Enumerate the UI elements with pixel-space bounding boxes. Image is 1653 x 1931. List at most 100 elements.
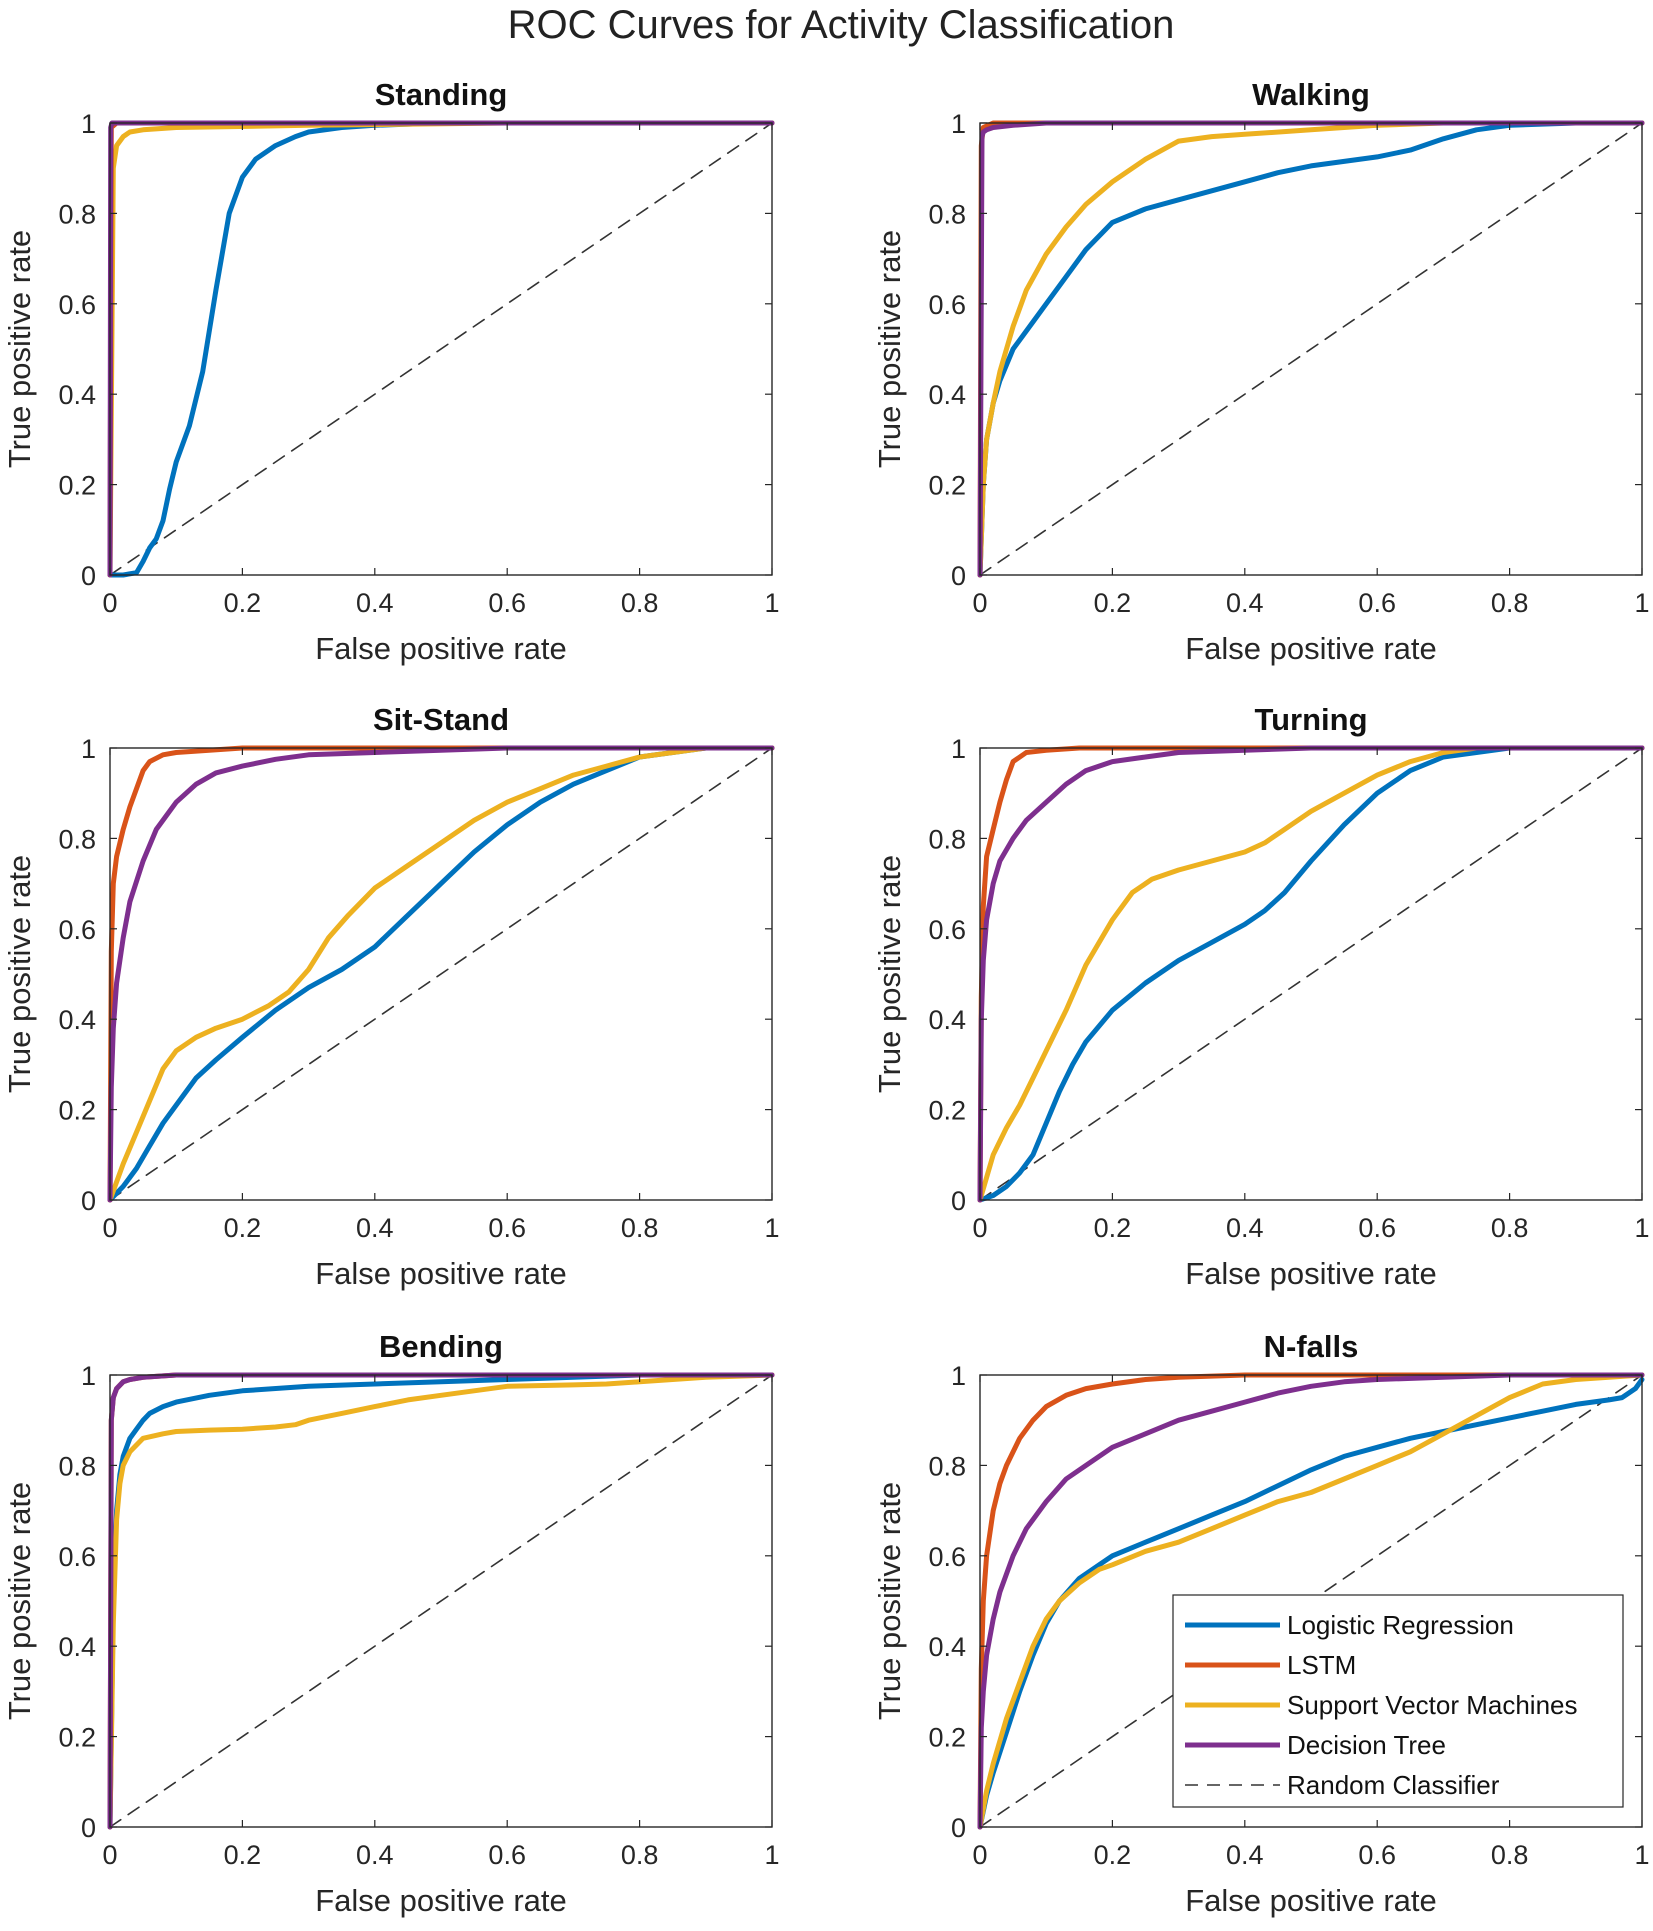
xtick-label-n-falls-3: 0.6 — [1358, 1840, 1396, 1870]
ytick-label-turning-2: 0.4 — [928, 1005, 966, 1035]
ytick-label-walking-2: 0.4 — [928, 380, 966, 410]
panels: Standing 0 0.2 0.4 0.6 0.8 1 0 0.2 0.4 0.6 0.8 1 Fals… — [2, 77, 1650, 1918]
xtick-label-bending-0: 0 — [102, 1840, 117, 1870]
ytick-label-sit-stand-3: 0.6 — [58, 915, 96, 945]
xlabel-sit-stand: False positive rate — [315, 1256, 567, 1291]
panel-title-turning: Turning — [1254, 702, 1367, 737]
ytick-label-walking-1: 0.2 — [928, 471, 966, 501]
xtick-label-walking-1: 0.2 — [1094, 588, 1132, 618]
ytick-label-walking-3: 0.6 — [928, 290, 966, 320]
panel-title-sit-stand: Sit-Stand — [373, 702, 509, 737]
series-lstm-sit-stand — [107, 745, 775, 1203]
ytick-label-standing-4: 0.8 — [58, 199, 96, 229]
xlabel-bending: False positive rate — [315, 1883, 567, 1918]
xtick-label-turning-2: 0.4 — [1226, 1213, 1264, 1243]
axes-box-walking — [979, 122, 1643, 576]
xtick-label-sit-stand-1: 0.2 — [224, 1213, 262, 1243]
legend-box — [1172, 1594, 1624, 1808]
ytick-label-walking-5: 1 — [951, 109, 966, 139]
xtick-label-standing-4: 0.8 — [621, 588, 659, 618]
xtick-label-walking-2: 0.4 — [1226, 588, 1264, 618]
legend-label-random-classifier: Random Classifier — [1287, 1770, 1500, 1800]
legend-label-decision-tree: Decision Tree — [1287, 1730, 1446, 1760]
legend-label-support-vector-machines: Support Vector Machines — [1287, 1690, 1578, 1720]
xtick-label-bending-1: 0.2 — [224, 1840, 262, 1870]
ytick-label-standing-0: 0 — [81, 561, 96, 591]
ytick-label-n-falls-0: 0 — [951, 1813, 966, 1843]
axes-box-standing — [109, 122, 773, 576]
curves-bending — [107, 1372, 775, 1830]
ytick-label-n-falls-3: 0.6 — [928, 1542, 966, 1572]
series-decision-tree-sit-stand — [107, 745, 775, 1203]
xtick-label-bending-2: 0.4 — [356, 1840, 394, 1870]
ylabel-sit-stand: True positive rate — [2, 855, 37, 1093]
panel-sit-stand: Sit-Stand 0 0.2 0.4 0.6 0.8 1 0 0.2 0.4 0.6 0.8 1 Fal… — [2, 702, 780, 1291]
xlabel-n-falls: False positive rate — [1185, 1883, 1437, 1918]
series-logistic-regression-n-falls — [977, 1377, 1645, 1830]
xtick-label-standing-2: 0.4 — [356, 588, 394, 618]
xtick-label-walking-4: 0.8 — [1491, 588, 1529, 618]
panel-bending: Bending 0 0.2 0.4 0.6 0.8 1 0 0.2 0.4 0.6 0.8 1 False… — [2, 1329, 780, 1918]
xtick-label-sit-stand-2: 0.4 — [356, 1213, 394, 1243]
series-random-classifier-standing — [109, 122, 773, 576]
axes-box-sit-stand — [109, 747, 773, 1201]
ytick-label-standing-3: 0.6 — [58, 290, 96, 320]
axes-box-bending — [109, 1374, 773, 1828]
series-support-vector-machines-sit-stand — [107, 745, 775, 1203]
xtick-label-walking-3: 0.6 — [1358, 588, 1396, 618]
series-random-classifier-turning — [979, 747, 1643, 1201]
series-decision-tree-bending — [107, 1372, 775, 1830]
series-decision-tree-n-falls — [977, 1372, 1645, 1830]
xtick-label-bending-3: 0.6 — [488, 1840, 526, 1870]
ylabel-standing: True positive rate — [2, 230, 37, 468]
curves-n-falls — [977, 1372, 1645, 1830]
ytick-label-turning-4: 0.8 — [928, 824, 966, 854]
series-logistic-regression-sit-stand — [107, 745, 775, 1203]
xtick-label-turning-3: 0.6 — [1358, 1213, 1396, 1243]
ytick-label-turning-3: 0.6 — [928, 915, 966, 945]
xtick-label-turning-0: 0 — [972, 1213, 987, 1243]
curves-sit-stand — [107, 745, 775, 1203]
xtick-label-standing-3: 0.6 — [488, 588, 526, 618]
ytick-label-bending-4: 0.8 — [58, 1451, 96, 1481]
series-support-vector-machines-bending — [107, 1372, 775, 1830]
panel-walking: Walking 0 0.2 0.4 0.6 0.8 1 0 0.2 0.4 0.6 0.8 1 False… — [872, 77, 1650, 666]
ytick-label-bending-5: 1 — [81, 1361, 96, 1391]
xtick-label-turning-1: 0.2 — [1094, 1213, 1132, 1243]
ytick-label-bending-2: 0.4 — [58, 1632, 96, 1662]
series-logistic-regression-turning — [977, 745, 1645, 1203]
legend-label-logistic-regression: Logistic Regression — [1287, 1610, 1514, 1640]
xtick-label-n-falls-5: 1 — [1634, 1840, 1649, 1870]
ytick-label-turning-5: 1 — [951, 734, 966, 764]
xtick-label-walking-0: 0 — [972, 588, 987, 618]
ytick-label-n-falls-1: 0.2 — [928, 1723, 966, 1753]
ytick-label-standing-2: 0.4 — [58, 380, 96, 410]
axes-box-n-falls — [979, 1374, 1643, 1828]
ytick-label-bending-3: 0.6 — [58, 1542, 96, 1572]
panel-standing: Standing 0 0.2 0.4 0.6 0.8 1 0 0.2 0.4 0.6 0.8 1 Fals… — [2, 77, 780, 666]
panel-title-walking: Walking — [1252, 77, 1370, 112]
xtick-label-sit-stand-0: 0 — [102, 1213, 117, 1243]
ytick-label-n-falls-5: 1 — [951, 1361, 966, 1391]
xtick-label-sit-stand-4: 0.8 — [621, 1213, 659, 1243]
panel-n-falls: N-falls 0 0.2 0.4 0.6 0.8 1 0 0.2 0.4 0.6 0.8 1 False… — [872, 1329, 1650, 1918]
xtick-label-n-falls-2: 0.4 — [1226, 1840, 1264, 1870]
ytick-label-bending-1: 0.2 — [58, 1723, 96, 1753]
ytick-label-sit-stand-4: 0.8 — [58, 824, 96, 854]
xtick-label-n-falls-1: 0.2 — [1094, 1840, 1132, 1870]
ytick-label-bending-0: 0 — [81, 1813, 96, 1843]
panel-title-n-falls: N-falls — [1264, 1329, 1359, 1364]
ytick-label-walking-4: 0.8 — [928, 199, 966, 229]
ytick-label-n-falls-4: 0.8 — [928, 1451, 966, 1481]
ytick-label-walking-0: 0 — [951, 561, 966, 591]
legend-label-lstm: LSTM — [1287, 1650, 1356, 1680]
series-support-vector-machines-turning — [977, 745, 1645, 1203]
series-random-classifier-bending — [109, 1374, 773, 1828]
legend: Logistic Regression LSTM Support Vector Ma… — [1172, 1594, 1624, 1808]
ytick-label-turning-1: 0.2 — [928, 1096, 966, 1126]
ylabel-walking: True positive rate — [872, 230, 907, 468]
xtick-label-sit-stand-5: 1 — [764, 1213, 779, 1243]
panel-title-bending: Bending — [379, 1329, 503, 1364]
panel-turning: Turning 0 0.2 0.4 0.6 0.8 1 0 0.2 0.4 0.6 0.8 1 False… — [872, 702, 1650, 1291]
